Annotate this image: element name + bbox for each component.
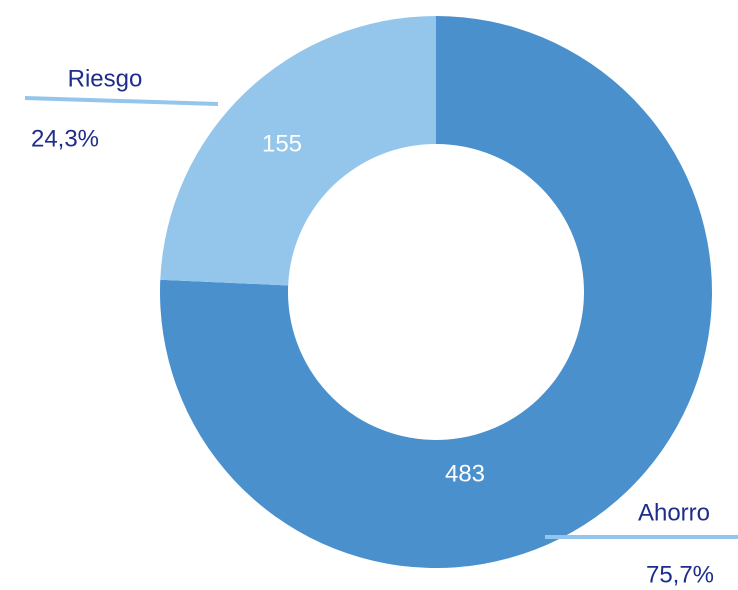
donut-slice bbox=[160, 16, 713, 568]
leader-line bbox=[24, 96, 219, 106]
category-label: Riesgo bbox=[68, 65, 143, 92]
donut-slice bbox=[160, 16, 436, 286]
category-label: Ahorro bbox=[638, 499, 710, 526]
slice-value-label: 483 bbox=[445, 460, 485, 487]
slice-value-label: 155 bbox=[262, 130, 302, 157]
percentage-label: 24,3% bbox=[31, 125, 99, 152]
percentage-label: 75,7% bbox=[646, 561, 714, 588]
